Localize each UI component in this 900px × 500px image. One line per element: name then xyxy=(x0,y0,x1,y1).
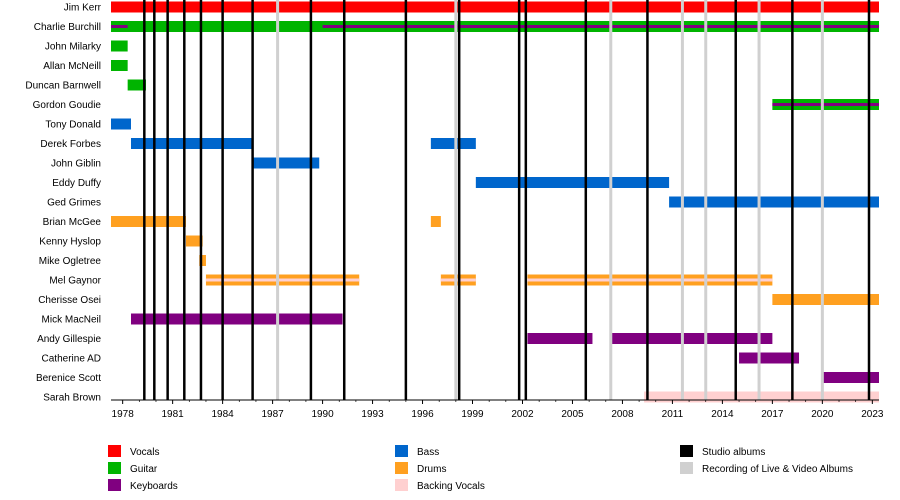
bar-andy-gillespie-keyboards-27 xyxy=(527,333,593,344)
legend-label-bass: Bass xyxy=(417,447,439,458)
member-label-mike-ogletree: Mike Ogletree xyxy=(39,256,102,267)
bar-ged-grimes-bass-14 xyxy=(669,196,879,208)
legend-swatch-bass xyxy=(395,445,408,457)
legend-label-guitar: Guitar xyxy=(130,464,158,475)
member-label-cherisse-osei: Cherisse Osei xyxy=(38,295,101,306)
member-label-jim-kerr: Jim Kerr xyxy=(64,3,102,14)
tick-label-2008: 2008 xyxy=(611,409,634,420)
tick-label-1978: 1978 xyxy=(112,409,135,420)
legend-swatch-keyboards xyxy=(108,479,121,491)
bar-tony-donald-bass-9 xyxy=(111,118,131,130)
member-label-ged-grimes: Ged Grimes xyxy=(47,198,101,209)
tick-label-2020: 2020 xyxy=(811,409,834,420)
bar-derek-forbes-bass-10 xyxy=(130,138,253,149)
bar-mick-macneil-keyboards-26 xyxy=(130,313,343,325)
legend-label-live: Recording of Live & Video Albums xyxy=(702,464,853,475)
album-lines xyxy=(143,0,871,400)
tick-label-1990: 1990 xyxy=(311,409,334,420)
bar-mel-gaynor-backing-24 xyxy=(527,278,773,282)
tick-label-1996: 1996 xyxy=(411,409,434,420)
legend-swatch-vocals xyxy=(108,445,121,457)
legend-label-drums: Drums xyxy=(417,464,446,475)
member-label-mick-macneil: Mick MacNeil xyxy=(42,315,101,326)
membership-bars xyxy=(111,1,879,403)
bar-eddy-duffy-bass-13 xyxy=(475,177,670,188)
member-label-derek-forbes: Derek Forbes xyxy=(40,139,101,150)
member-label-eddy-duffy: Eddy Duffy xyxy=(52,178,101,189)
member-label-catherine-ad: Catherine AD xyxy=(42,354,101,365)
bar-cherisse-osei-drums-25 xyxy=(772,294,879,305)
member-label-john-milarky: John Milarky xyxy=(45,42,101,53)
tick-label-1981: 1981 xyxy=(162,409,185,420)
bar-charlie-burchill-keyboards-3 xyxy=(322,25,879,28)
bar-mike-ogletree-drums-18 xyxy=(199,255,206,266)
tick-label-2017: 2017 xyxy=(761,409,784,420)
tick-label-1999: 1999 xyxy=(461,409,484,420)
tick-label-2011: 2011 xyxy=(662,409,684,420)
tick-label-2002: 2002 xyxy=(511,409,534,420)
bar-brian-mcgee-drums-16 xyxy=(430,216,441,227)
legend-swatch-guitar xyxy=(108,462,121,474)
member-label-charlie-burchill: Charlie Burchill xyxy=(34,22,101,33)
legend-label-backing: Backing Vocals xyxy=(417,481,485,492)
bar-brian-mcgee-drums-15 xyxy=(111,216,186,227)
member-label-tony-donald: Tony Donald xyxy=(45,120,101,131)
bar-john-giblin-bass-12 xyxy=(252,157,320,169)
legend: Vocals Guitar Keyboards Bass Drums Backing Vo… xyxy=(108,445,853,492)
legend-swatch-backing xyxy=(395,479,408,491)
tick-label-2023: 2023 xyxy=(861,409,884,420)
member-labels: Jim Kerr Charlie Burchill John Milarky Alla… xyxy=(25,3,101,404)
legend-label-studio: Studio albums xyxy=(702,447,765,458)
bar-john-milarky-guitar-4 xyxy=(111,40,128,52)
bar-duncan-barnwell-guitar-6 xyxy=(127,79,146,91)
member-label-mel-gaynor: Mel Gaynor xyxy=(49,276,101,287)
bar-jim-kerr-vocals-0 xyxy=(111,1,879,13)
member-label-andy-gillespie: Andy Gillespie xyxy=(37,334,101,345)
x-axis: 1978 1981 1984 1987 1990 1993 1996 1999 2002 2005… xyxy=(111,399,884,420)
legend-swatch-live xyxy=(680,462,693,474)
bar-mel-gaynor-backing-20 xyxy=(205,278,360,282)
bar-kenny-hyslop-drums-17 xyxy=(185,235,203,247)
bar-allan-mcneill-guitar-5 xyxy=(111,60,128,71)
bar-catherine-ad-keyboards-29 xyxy=(739,352,800,364)
bar-charlie-burchill-keyboards-2 xyxy=(111,25,128,28)
bar-derek-forbes-bass-11 xyxy=(430,138,476,149)
member-label-duncan-barnwell: Duncan Barnwell xyxy=(25,81,101,92)
bar-berenice-scott-keyboards-30 xyxy=(822,372,879,383)
legend-swatch-studio xyxy=(680,445,693,457)
member-label-brian-mcgee: Brian McGee xyxy=(43,217,102,228)
member-label-sarah-brown: Sarah Brown xyxy=(43,393,101,404)
member-label-berenice-scott: Berenice Scott xyxy=(36,373,101,384)
bar-sarah-brown-backing-31 xyxy=(644,391,879,403)
bar-andy-gillespie-keyboards-28 xyxy=(610,333,773,344)
bar-gordon-goudie-keyboards-8 xyxy=(772,103,879,106)
tick-label-1984: 1984 xyxy=(211,409,234,420)
tick-label-1987: 1987 xyxy=(261,409,284,420)
tick-label-2014: 2014 xyxy=(711,409,734,420)
legend-label-vocals: Vocals xyxy=(130,447,159,458)
member-label-gordon-goudie: Gordon Goudie xyxy=(33,100,102,111)
legend-swatch-drums xyxy=(395,462,408,474)
member-label-kenny-hyslop: Kenny Hyslop xyxy=(39,237,101,248)
member-label-john-giblin: John Giblin xyxy=(51,159,101,170)
tick-label-1993: 1993 xyxy=(361,409,384,420)
tick-label-2005: 2005 xyxy=(561,409,584,420)
member-label-allan-mcneill: Allan McNeill xyxy=(43,61,101,72)
legend-label-keyboards: Keyboards xyxy=(130,481,178,492)
